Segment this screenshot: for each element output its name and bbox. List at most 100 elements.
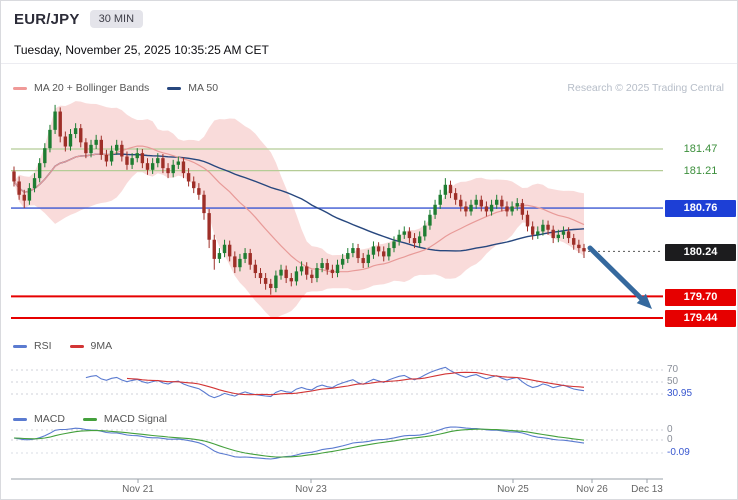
macd-last-value-label: -0.09 <box>667 447 690 458</box>
candle <box>99 139 103 155</box>
candle <box>258 273 263 279</box>
header-divider <box>1 63 737 64</box>
candle <box>464 206 468 212</box>
candle <box>186 173 191 182</box>
rsi-9ma-line <box>126 371 585 396</box>
macd-signal-legend-label: MACD Signal <box>103 413 167 425</box>
candle <box>233 256 237 268</box>
candle <box>515 203 519 207</box>
candle <box>371 246 376 255</box>
resistance1-price-label: 181.21 <box>683 165 718 177</box>
candle <box>479 199 483 207</box>
candle <box>330 269 335 274</box>
main-chart-legend: MA 20 + Bollinger Bands MA 50 <box>13 82 236 94</box>
candle <box>284 269 288 279</box>
candle <box>156 158 160 164</box>
rsi-ma-legend-label: 9MA <box>90 340 113 352</box>
candle <box>320 263 324 269</box>
timestamp: Tuesday, November 25, 2025 10:35:25 AM C… <box>14 43 269 57</box>
candle <box>340 258 345 265</box>
candle <box>577 244 581 249</box>
candle <box>58 111 62 137</box>
x-axis-label: Dec 13 <box>631 484 663 495</box>
candle <box>227 244 232 257</box>
candle <box>325 263 329 270</box>
candle <box>299 266 304 272</box>
candle <box>443 184 448 195</box>
candle <box>89 144 93 154</box>
candle <box>438 194 442 205</box>
candle <box>145 163 150 170</box>
rsi-legend-swatch <box>13 344 27 348</box>
last-price-label: 180.24 <box>665 244 736 261</box>
candle <box>474 199 478 205</box>
macd-signal-legend-swatch <box>82 417 97 421</box>
rsi-legend: RSI 9MA <box>13 340 130 352</box>
timeframe-badge: 30 MIN <box>89 10 144 28</box>
candle <box>351 248 355 254</box>
candle <box>37 163 42 179</box>
support2-price-label: 179.44 <box>665 310 736 327</box>
candle <box>520 203 525 215</box>
candle <box>305 266 309 275</box>
candle <box>315 268 319 279</box>
candle <box>423 225 427 237</box>
candle <box>417 236 422 244</box>
candle <box>453 193 458 200</box>
candle <box>279 269 283 276</box>
candle <box>115 144 119 151</box>
candle <box>510 206 514 212</box>
candle <box>22 194 26 201</box>
candle <box>150 163 155 170</box>
x-axis-label: Nov 21 <box>122 484 154 495</box>
candle <box>382 251 386 257</box>
macd-line <box>13 426 585 460</box>
support1-price-label: 179.70 <box>665 289 736 306</box>
candle <box>73 128 78 135</box>
candle <box>79 128 83 143</box>
candle <box>140 153 145 164</box>
macd-zero-axis-label-2: 0 <box>667 434 673 445</box>
candle <box>243 253 247 259</box>
candle <box>346 253 350 259</box>
resistance2-price-label: 181.47 <box>683 143 718 155</box>
candle <box>238 258 242 268</box>
candle <box>566 231 571 239</box>
candle <box>253 264 258 274</box>
candle <box>536 231 540 235</box>
candle <box>17 181 21 195</box>
candle <box>402 231 406 235</box>
candle <box>248 253 252 265</box>
candle <box>212 239 216 259</box>
chart-header: EUR/JPY 30 MIN <box>14 10 144 28</box>
rsi-line <box>85 366 585 399</box>
x-axis-label: Nov 23 <box>295 484 327 495</box>
ma20-line <box>13 145 585 273</box>
rsi-legend-label: RSI <box>34 340 52 352</box>
candle <box>135 153 139 159</box>
candle <box>310 274 314 279</box>
pivot-price-label: 180.76 <box>665 200 736 217</box>
copyright-text: Research © 2025 Trading Central <box>567 82 724 94</box>
candle <box>469 204 473 212</box>
candle <box>484 206 489 212</box>
candle <box>448 184 453 194</box>
bollinger-band-area <box>14 101 584 319</box>
candle <box>433 204 437 215</box>
candle <box>217 253 222 259</box>
candle <box>335 264 340 274</box>
candle <box>289 278 293 282</box>
candle <box>263 278 268 284</box>
candle <box>120 144 124 157</box>
x-axis-label: Nov 26 <box>576 484 608 495</box>
candle <box>366 254 371 264</box>
macd-zero-axis-label-1: 0 <box>667 424 673 435</box>
candle <box>500 199 504 207</box>
candle <box>171 164 175 174</box>
candle <box>412 238 417 244</box>
candle <box>387 248 391 257</box>
candle <box>68 134 73 147</box>
candle <box>407 231 412 239</box>
macd-signal-line <box>13 428 585 458</box>
candle <box>12 171 16 182</box>
